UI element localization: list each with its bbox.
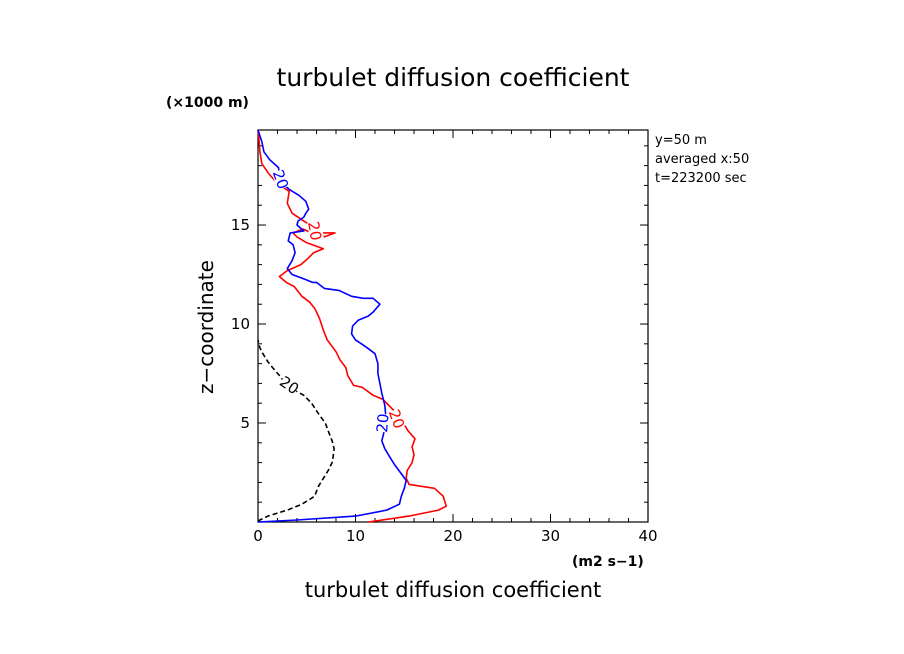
- info-line-y: y=50 m: [655, 133, 707, 148]
- contour-label: 20: [373, 413, 393, 434]
- contour-label-bg: [278, 373, 302, 396]
- y-axis-units: (×1000 m): [166, 95, 249, 111]
- info-clip-mask: [776, 130, 904, 190]
- x-axis-label: turbulet diffusion coefficient: [305, 578, 602, 602]
- plot-frame: [257, 129, 649, 523]
- series-line: [257, 129, 407, 523]
- chart-title: turbulet diffusion coefficient: [277, 63, 630, 92]
- contour-label-bg: [307, 220, 324, 241]
- series-line: [257, 339, 335, 522]
- y-tick-label: 10: [231, 315, 250, 333]
- info-line-averaged: averaged x:50: [655, 152, 749, 167]
- info-line-time: t=223200 sec: [655, 171, 747, 186]
- contour-label: 20: [276, 373, 302, 399]
- x-tick-label: 40: [638, 527, 657, 545]
- x-axis-units: (m2 s−1): [572, 554, 644, 570]
- contour-label-bg: [374, 413, 390, 433]
- contour-label-bg: [271, 168, 292, 191]
- contour-label: 20: [385, 407, 408, 431]
- y-axis-label: z−coordinate: [194, 260, 218, 394]
- x-tick-label: 30: [541, 527, 560, 545]
- x-tick-label: 0: [253, 527, 263, 545]
- contour-label: 20: [269, 167, 292, 191]
- contour-label-bg: [387, 407, 408, 430]
- contour-label: 20: [304, 220, 325, 242]
- x-tick-label: 20: [443, 527, 462, 545]
- y-tick-label: 5: [240, 414, 250, 432]
- y-tick-label: 15: [231, 216, 250, 234]
- x-tick-label: 10: [346, 527, 365, 545]
